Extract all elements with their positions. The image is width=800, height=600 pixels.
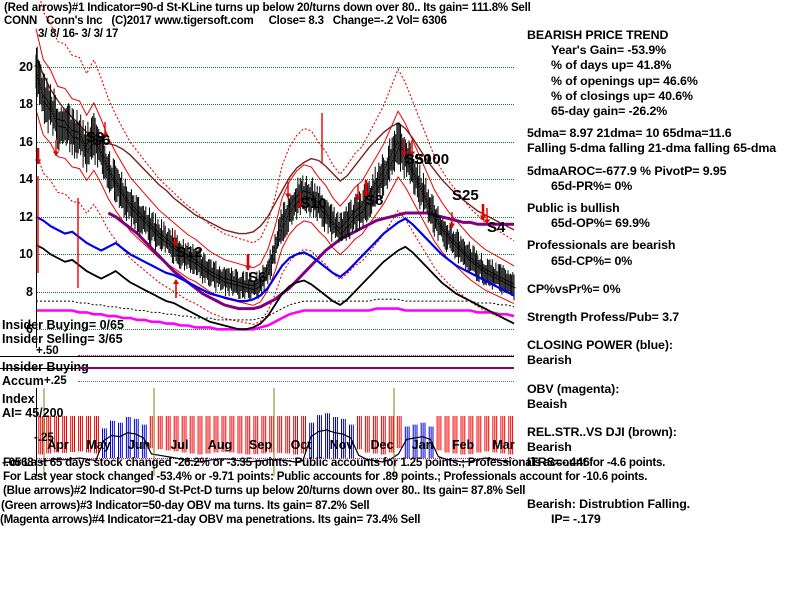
price-axis-spine	[36, 48, 37, 348]
month-label-apr: Apr	[47, 438, 69, 452]
annotation-s100-7: S100	[414, 151, 450, 168]
header-indicator-line: (Red arrows)#1 Indicator=90-d St-KLine t…	[4, 2, 531, 14]
obv-value: Beaish	[527, 396, 568, 411]
gain-65-day: 65-day gain= -26.2%	[551, 104, 668, 119]
rel-str-title: REL.STR..VS DJI (brown):	[527, 425, 677, 440]
y-tick-20: 20	[19, 59, 33, 74]
footer-magenta-arrows: (Magenta arrows)#4 Indicator=21-day OBV …	[0, 512, 421, 526]
month-label-oct: Oct	[290, 438, 312, 452]
close-value: Close= 8.3	[268, 15, 324, 27]
month-label-dec: Dec	[370, 438, 394, 452]
index-label: Index	[2, 392, 35, 406]
price-series-svg	[34, 0, 516, 331]
month-label-feb: Feb	[451, 438, 475, 452]
y-tick-6: 6	[26, 322, 33, 337]
month-label-jun: Jun	[127, 438, 151, 452]
obv-title: OBV (magenta):	[527, 381, 620, 396]
accumulation-plot-area	[36, 388, 514, 476]
cp-vs-pr: CP%vsPr%= 0%	[527, 281, 621, 296]
accum-left-tick	[44, 418, 45, 434]
days-up: % of days up= 41.8%	[551, 58, 672, 73]
footer-notes: For Last 65 days stock changed -26.2% or…	[0, 456, 800, 527]
header: (Red arrows)#1 Indicator=90-d St-KLine t…	[4, 2, 800, 41]
cp-65: 65d-CP%= 0%	[551, 253, 633, 268]
y-tick-14: 14	[19, 172, 33, 187]
y-tick-12: 12	[19, 209, 33, 224]
annotation-s8-5: S8	[365, 192, 384, 209]
company-name: Conn's Inc	[46, 15, 103, 27]
y-tick-8: 8	[26, 284, 33, 299]
separator-upper	[0, 356, 514, 357]
sell-arrows	[34, 122, 491, 270]
op-65: 65d-OP%= 69.9%	[551, 216, 650, 231]
annotation-s50-6: S50	[405, 151, 432, 168]
rel-str-value: Bearish	[527, 440, 572, 455]
month-label-jan: Jan	[411, 438, 434, 452]
insider-buying-line	[78, 367, 514, 369]
price-plot-area	[34, 0, 516, 348]
annotation-s6-3: S6	[248, 269, 267, 286]
years-gain: Year's Gain= -53.9%	[551, 43, 667, 58]
footer-green-arrows: (Green arrows)#3 Indicator=50-day OBV ma…	[1, 498, 370, 512]
ai-label: AI= 45/200	[2, 406, 64, 420]
copyright-url: (C)2017 www.tigersoft.com	[111, 15, 254, 27]
ohlc-bars	[34, 46, 516, 301]
annotation-s12-2: S12	[176, 244, 203, 261]
annotation-s9-0: S9	[86, 129, 105, 146]
accumulation-axis-spine	[36, 388, 37, 476]
analysis-panel: BEARISH PRICE TREND Year's Gain= -53.9% …	[527, 28, 800, 527]
trend-title: BEARISH PRICE TREND	[527, 28, 669, 42]
plus-25-dotted-line	[78, 381, 514, 382]
month-label-aug: Aug	[207, 438, 233, 452]
strength-profess-pub: Strength Profess/Pub= 3.7	[527, 310, 680, 325]
annotation-s25-8: S25	[452, 187, 479, 204]
month-label-jul: Jul	[170, 438, 189, 452]
overlap-small-value: -.0568	[2, 456, 34, 469]
header-ticker-line: CONN Conn's Inc (C)2017 www.tigersoft.co…	[4, 15, 800, 28]
aroc-pivot: 5dmaAROC=-677.9 % PivotP= 9.95	[527, 163, 727, 178]
month-label-nov: Nov	[329, 438, 354, 452]
minus-25-label: -.25	[34, 432, 54, 444]
dma-values: 5dma= 8.97 21dma= 10 65dma=11.6	[527, 126, 732, 141]
insider-buying-count: Insider Buying= 0/65	[2, 318, 124, 332]
insider-buying-label: Insider Buying	[2, 360, 89, 374]
closings-up: % of closings up= 40.6%	[551, 88, 693, 103]
closing-power-value: Bearish	[527, 353, 572, 368]
annotation-s6-1: S6	[92, 132, 111, 149]
professional-sentiment: Professionals are bearish	[527, 238, 676, 253]
pr-65: 65d-PR%= 0%	[551, 178, 633, 193]
insider-selling-count: Insider Selling= 3/65	[2, 332, 123, 346]
ip-value: IP= -.179	[551, 511, 601, 526]
plus-50-dotted-line	[78, 355, 514, 356]
plus-50-label: +.50	[36, 345, 59, 357]
date-range: 3/ 8/ 16- 3/ 3/ 17	[38, 28, 119, 40]
price-chart: 20 18 16 14 12 10 8 6 Apr May Jun Jul Aug Sep Oct Nov D…	[0, 0, 520, 476]
openings-up: % of openings up= 46.6%	[551, 73, 698, 88]
accum-label: Accum	[2, 374, 44, 388]
annotation-s4-9: S4	[487, 219, 506, 236]
ticker-symbol: CONN	[4, 15, 38, 27]
closing-power-title: CLOSING POWER (blue):	[527, 338, 673, 353]
y-tick-16: 16	[19, 134, 33, 149]
public-sentiment: Public is bullish	[527, 201, 620, 216]
footer-65-days: For Last 65 days stock changed -26.2% or…	[3, 456, 666, 469]
falling-dma: Falling 5-dma falling 21-dma falling 65-…	[527, 141, 777, 156]
month-label-mar: Mar	[492, 438, 515, 452]
footer-blue-arrows: (Blue arrows)#2 Indicator=90-d St-Pct-D …	[3, 484, 526, 498]
itrs-value: ITRS=-.446	[527, 455, 590, 470]
month-label-may: May	[86, 438, 111, 452]
y-tick-18: 18	[19, 97, 33, 112]
month-label-sep: Sep	[249, 438, 272, 452]
y-tick-10: 10	[19, 247, 33, 262]
change-volume: Change=-.2 Vol= 6306	[332, 15, 447, 27]
price-y-axis: 20 18 16 14 12 10 8 6	[0, 48, 33, 348]
distribution-status: Bearish: Distrubtion Falling.	[527, 496, 691, 511]
footer-last-year: For Last year stock changed -53.4% or -9…	[3, 470, 648, 484]
plus-25-label: +.25	[44, 375, 67, 387]
annotation-s10-4: S10	[300, 195, 327, 212]
accumulation-svg	[38, 388, 514, 476]
